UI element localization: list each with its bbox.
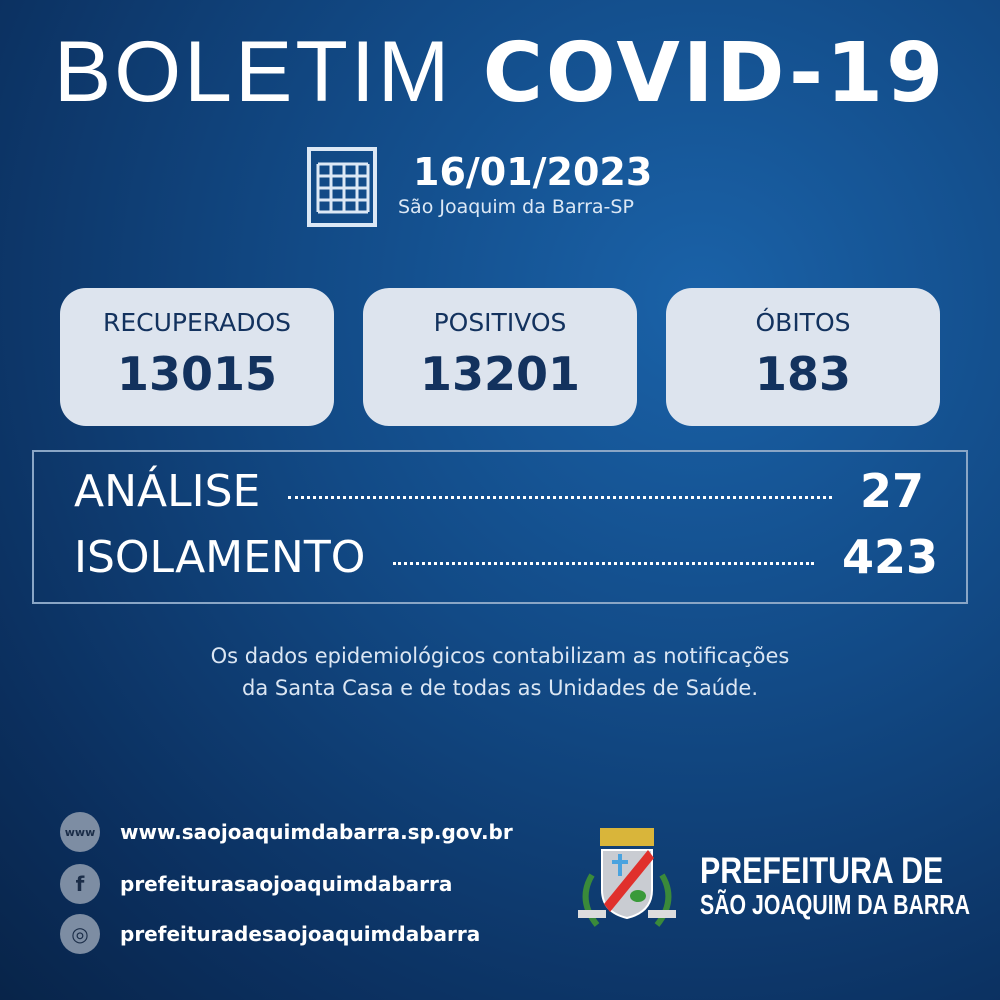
facebook-icon: f <box>60 864 100 904</box>
calendar-icon <box>307 147 377 227</box>
globe-icon: www <box>60 812 100 852</box>
card-label: RECUPERADOS <box>102 308 292 337</box>
dotted-leader <box>288 495 832 499</box>
facebook-text: prefeiturasaojoaquimdabarra <box>120 872 453 896</box>
card-value: 13201 <box>419 347 581 401</box>
city-coat-of-arms-logo <box>578 828 676 927</box>
bulletin-date: 16/01/2023 <box>413 150 653 194</box>
detail-value: 423 <box>841 530 938 584</box>
card-label: POSITIVOS <box>433 308 567 337</box>
city-label: São Joaquim da Barra-SP <box>398 196 634 218</box>
website-link[interactable]: www www.saojoaquimdabarra.sp.gov.br <box>60 812 513 852</box>
dotted-leader <box>393 561 814 565</box>
footnote: Os dados epidemiológicos contabilizam as… <box>0 640 1000 704</box>
detail-row-isolamento: ISOLAMENTO 423 <box>74 530 938 584</box>
card-label: ÓBITOS <box>755 308 851 337</box>
detail-value: 27 <box>859 464 924 518</box>
card-recuperados: RECUPERADOS 13015 <box>60 288 334 426</box>
card-obitos: ÓBITOS 183 <box>666 288 940 426</box>
instagram-link[interactable]: ◎ prefeituradesaojoaquimdabarra <box>60 914 480 954</box>
wordmark-line2: SÃO JOAQUIM DA BARRA <box>700 889 970 920</box>
detail-label: ISOLAMENTO <box>74 531 366 583</box>
card-positivos: POSITIVOS 13201 <box>363 288 637 426</box>
detail-row-analise: ANÁLISE 27 <box>74 464 938 518</box>
prefeitura-wordmark: PREFEITURA DE SÃO JOAQUIM DA BARRA <box>700 852 1000 919</box>
instagram-icon: ◎ <box>60 914 100 954</box>
detail-label: ANÁLISE <box>74 465 261 517</box>
footnote-line: Os dados epidemiológicos contabilizam as… <box>210 644 790 668</box>
page-title: BOLETIM COVID-19 <box>0 22 1000 122</box>
card-value: 13015 <box>116 347 278 401</box>
instagram-text: prefeituradesaojoaquimdabarra <box>120 922 481 946</box>
footnote-line: da Santa Casa e de todas as Unidades de … <box>241 676 759 700</box>
title-light: BOLETIM <box>53 24 453 120</box>
website-text: www.saojoaquimdabarra.sp.gov.br <box>120 820 513 844</box>
title-bold: COVID-19 <box>482 26 947 121</box>
card-value: 183 <box>754 347 852 401</box>
details-box: ANÁLISE 27 ISOLAMENTO 423 <box>32 450 968 604</box>
facebook-link[interactable]: f prefeiturasaojoaquimdabarra <box>60 864 452 904</box>
wordmark-line1: PREFEITURA DE <box>700 850 944 891</box>
